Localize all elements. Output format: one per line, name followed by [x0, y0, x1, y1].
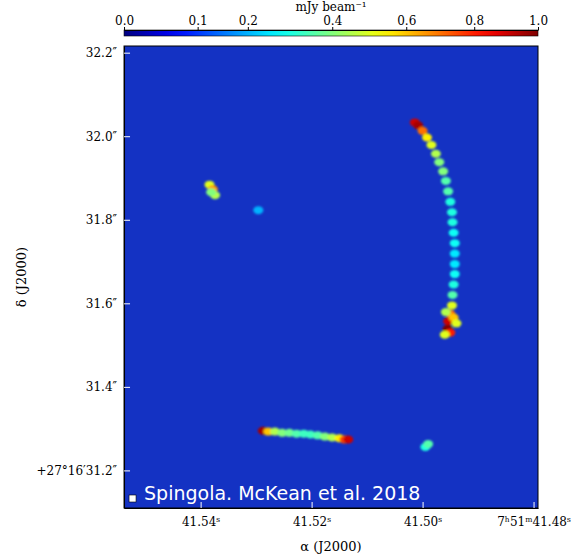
tick-label: 31.4″	[86, 380, 118, 394]
cell	[422, 133, 432, 141]
cell	[447, 208, 457, 216]
tick-label: 31.6″	[86, 297, 118, 311]
tick-mark	[423, 502, 424, 508]
cell	[449, 229, 459, 237]
tick: 0.6	[397, 14, 416, 30]
colorbar-title: mJy beam⁻¹	[295, 0, 366, 14]
axis-line	[125, 508, 539, 509]
cell	[441, 177, 451, 185]
tick-mark	[124, 470, 130, 471]
tick-mark	[124, 136, 130, 137]
tick-label: 0.2	[239, 14, 258, 28]
tick: 41.50ˢ	[404, 502, 442, 529]
tick-label: 41.54ˢ	[182, 515, 220, 529]
emission	[204, 118, 461, 451]
cell	[438, 167, 448, 175]
cell	[450, 239, 460, 247]
cell	[443, 187, 453, 195]
tick-label: 1.0	[529, 14, 548, 28]
cell	[449, 281, 459, 289]
tick-mark	[124, 303, 130, 304]
plot-frame	[124, 46, 538, 508]
tick: 41.52ˢ	[293, 502, 331, 529]
tick-label: 7ʰ51ᵐ41.48ˢ	[497, 515, 571, 529]
cell	[343, 435, 353, 443]
tick-label: 32.2″	[86, 46, 118, 60]
tick: 1.0	[529, 14, 548, 30]
colorbar-axis: 0.0 0.1 0.2 0.4 0.6 0.8 1.0	[115, 14, 548, 31]
tick: +27°16′31.2″	[37, 464, 131, 478]
y-axis: +27°16′31.2″ 31.4″ 31.6″ 31.8″ 32.0″ 32.2″	[37, 46, 131, 508]
tick-label: 0.8	[465, 14, 484, 28]
tick-mark	[201, 502, 202, 508]
x-axis-title: α (J2000)	[300, 539, 361, 554]
axis-line	[124, 47, 125, 509]
cell	[450, 260, 460, 268]
tick-label: +27°16′31.2″	[37, 464, 118, 478]
cell	[431, 150, 441, 158]
tick-label: 31.8″	[86, 213, 118, 227]
cell	[441, 308, 451, 316]
cell	[253, 206, 263, 214]
cell	[445, 198, 455, 206]
cell	[448, 218, 458, 226]
beam	[129, 495, 136, 502]
tick: 7ʰ51ᵐ41.48ˢ	[497, 502, 571, 529]
tick: 41.54ˢ	[182, 502, 220, 529]
cell	[440, 331, 450, 339]
colorbar	[124, 30, 538, 36]
cell	[434, 158, 444, 166]
tick: 31.4″	[86, 380, 130, 394]
tick-label: 0.1	[189, 14, 208, 28]
cell	[451, 319, 461, 327]
tick: 31.6″	[86, 297, 130, 311]
tick-mark	[534, 502, 535, 508]
tick: 0.8	[465, 14, 484, 30]
emission-cells	[204, 118, 461, 451]
tick: 31.8″	[86, 213, 130, 227]
annotation: Spingola. McKean et al. 2018	[144, 482, 420, 504]
cell	[448, 291, 458, 299]
tick-label: 0.4	[323, 14, 342, 28]
tick: 0.0	[115, 14, 134, 30]
tick: 32.0″	[86, 130, 130, 144]
tick-mark	[124, 220, 130, 221]
tick: 32.2″	[86, 46, 130, 60]
tick-label: 0.0	[115, 14, 134, 28]
cell	[450, 270, 460, 278]
tick-label: 41.52ˢ	[293, 515, 331, 529]
figure: Spingola. McKean et al. 2018 41.54ˢ 41.52ˢ…	[0, 0, 581, 560]
tick-label: 41.50ˢ	[404, 515, 442, 529]
tick: 0.4	[323, 14, 342, 30]
cell	[423, 440, 433, 448]
y-axis-title: δ (J2000)	[14, 247, 29, 307]
tick: 0.1	[189, 14, 208, 30]
cell	[426, 141, 436, 149]
tick-label: 0.6	[397, 14, 416, 28]
cell	[450, 250, 460, 258]
tick-label: 32.0″	[86, 130, 118, 144]
tick-mark	[124, 53, 130, 54]
cell	[447, 301, 457, 309]
tick: 0.2	[239, 14, 258, 30]
axis-line	[125, 30, 539, 31]
cell	[206, 188, 216, 196]
plot-background	[124, 46, 538, 508]
x-axis: 41.54ˢ 41.52ˢ 41.50ˢ 7ʰ51ᵐ41.48ˢ	[125, 502, 571, 529]
tick-mark	[124, 387, 130, 388]
tick-mark	[312, 502, 313, 508]
